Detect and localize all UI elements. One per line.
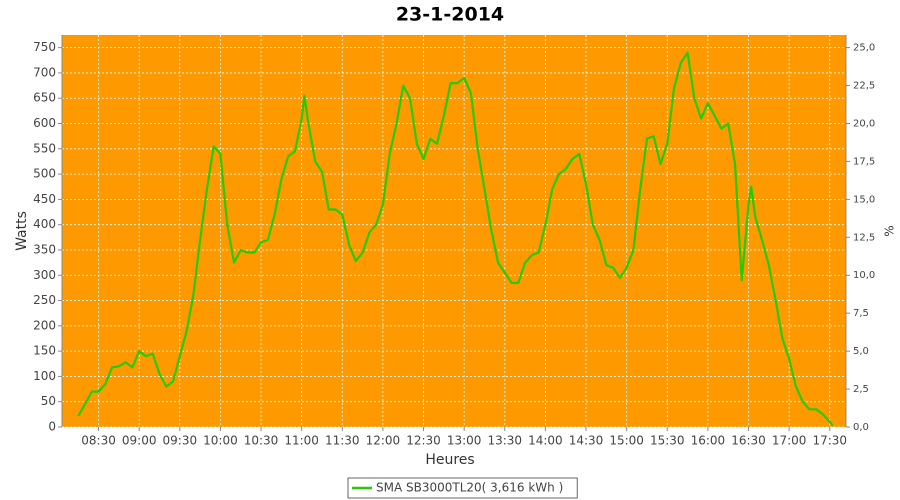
x-tick-label: 10:30 bbox=[244, 434, 279, 448]
y2-tick-label: 20,0 bbox=[853, 118, 875, 129]
x-tick-label: 11:00 bbox=[284, 434, 319, 448]
x-axis-label: Heures bbox=[425, 452, 474, 468]
y-tick-label: 0 bbox=[48, 420, 56, 434]
y-tick-label: 300 bbox=[33, 268, 56, 282]
x-tick-label: 15:30 bbox=[650, 434, 685, 448]
plot-area bbox=[62, 35, 846, 427]
x-tick-label: 12:30 bbox=[406, 434, 441, 448]
y2-tick-label: 10,0 bbox=[853, 270, 875, 281]
x-tick-label: 08:30 bbox=[81, 434, 116, 448]
y-tick-label: 500 bbox=[33, 167, 56, 181]
y2-tick-label: 5,0 bbox=[853, 346, 869, 357]
x-tick-label: 15:00 bbox=[609, 434, 644, 448]
x-tick-label: 17:30 bbox=[812, 434, 847, 448]
x-tick-label: 14:00 bbox=[528, 434, 563, 448]
legend-label: SMA SB3000TL20( 3,616 kWh ) bbox=[376, 481, 563, 495]
x-tick-label: 14:30 bbox=[569, 434, 604, 448]
chart-title: 23-1-2014 bbox=[396, 4, 504, 26]
y-tick-label: 700 bbox=[33, 65, 56, 79]
y2-tick-label: 15,0 bbox=[853, 194, 875, 205]
x-tick-label: 13:30 bbox=[487, 434, 522, 448]
x-tick-label: 17:00 bbox=[772, 434, 807, 448]
series-line bbox=[77, 51, 834, 427]
y2-tick-label: 25,0 bbox=[853, 43, 875, 54]
x-tick-label: 16:30 bbox=[731, 434, 766, 448]
x-tick-label: 09:30 bbox=[163, 434, 198, 448]
x-tick-label: 10:00 bbox=[203, 434, 238, 448]
y-tick-label: 350 bbox=[33, 242, 56, 256]
x-tick-label: 16:00 bbox=[691, 434, 726, 448]
y-tick-label: 450 bbox=[33, 192, 56, 206]
y-tick-label: 650 bbox=[33, 91, 56, 105]
y-tick-label: 400 bbox=[33, 217, 56, 231]
y-tick-label: 200 bbox=[33, 318, 56, 332]
y-axis-label: Watts bbox=[14, 211, 30, 251]
y2-tick-label: 0,0 bbox=[853, 422, 869, 433]
y2-tick-label: 2,5 bbox=[853, 384, 869, 395]
legend-box bbox=[347, 477, 578, 499]
y-tick-label: 50 bbox=[41, 394, 56, 408]
y2-tick-label: 7,5 bbox=[853, 308, 869, 319]
y-tick-label: 750 bbox=[33, 40, 56, 54]
y2-tick-label: 22,5 bbox=[853, 81, 875, 92]
y-tick-label: 100 bbox=[33, 369, 56, 383]
legend: SMA SB3000TL20( 3,616 kWh ) bbox=[347, 477, 578, 499]
y2-tick-label: 17,5 bbox=[853, 156, 875, 167]
x-tick-label: 09:00 bbox=[122, 434, 157, 448]
y2-axis-label: % bbox=[883, 225, 897, 236]
x-tick-label: 13:00 bbox=[447, 434, 482, 448]
x-tick-label: 11:30 bbox=[325, 434, 360, 448]
y-tick-label: 550 bbox=[33, 141, 56, 155]
y-tick-label: 150 bbox=[33, 344, 56, 358]
y-tick-label: 600 bbox=[33, 116, 56, 130]
x-tick-label: 12:00 bbox=[366, 434, 401, 448]
y2-tick-label: 12,5 bbox=[853, 232, 875, 243]
y-tick-label: 250 bbox=[33, 293, 56, 307]
